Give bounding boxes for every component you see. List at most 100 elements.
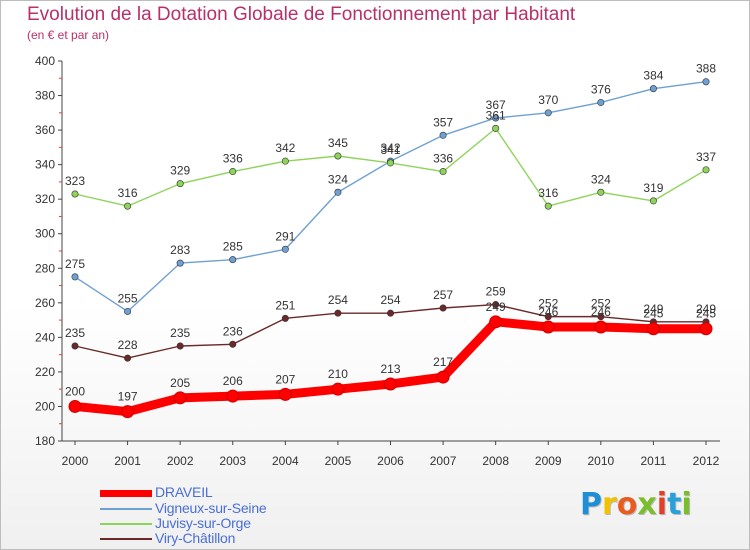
data-label: 367 bbox=[486, 98, 506, 112]
data-label: 319 bbox=[643, 181, 663, 195]
x-tick-label: 2004 bbox=[272, 454, 299, 468]
data-label: 228 bbox=[118, 338, 138, 352]
data-label: 205 bbox=[170, 376, 190, 390]
data-point bbox=[281, 245, 289, 253]
data-label: 206 bbox=[223, 374, 243, 388]
y-tick-label: 200 bbox=[35, 399, 55, 413]
data-point bbox=[229, 256, 237, 264]
data-point bbox=[124, 307, 132, 315]
logo-letter: o bbox=[616, 487, 638, 522]
data-point bbox=[334, 188, 342, 196]
y-tick-label: 180 bbox=[35, 434, 55, 448]
data-point bbox=[597, 188, 605, 196]
data-point bbox=[492, 114, 500, 122]
data-label: 316 bbox=[538, 186, 558, 200]
data-point bbox=[124, 202, 132, 210]
data-label: 370 bbox=[538, 93, 558, 107]
data-point bbox=[71, 273, 79, 281]
data-label: 283 bbox=[170, 243, 190, 257]
data-point bbox=[384, 377, 397, 391]
data-point bbox=[702, 166, 710, 174]
logo-letter: t bbox=[667, 487, 682, 522]
data-point bbox=[176, 259, 184, 267]
legend-swatch-draveil bbox=[100, 490, 152, 497]
y-tick-label: 260 bbox=[35, 296, 55, 310]
data-label: 200 bbox=[65, 384, 85, 398]
data-point bbox=[649, 85, 657, 93]
data-label: 236 bbox=[223, 324, 243, 338]
x-tick-label: 2011 bbox=[641, 454, 667, 468]
data-point bbox=[226, 389, 240, 403]
data-point bbox=[278, 387, 292, 401]
data-point bbox=[544, 313, 552, 321]
legend-swatch-vigneux bbox=[100, 508, 152, 510]
data-point bbox=[386, 309, 394, 317]
data-label: 285 bbox=[223, 240, 243, 254]
data-label: 235 bbox=[65, 326, 85, 340]
x-tick-label: 2003 bbox=[219, 454, 246, 468]
data-point bbox=[334, 152, 342, 160]
legend-swatch-juvisy bbox=[100, 523, 152, 525]
data-label: 388 bbox=[696, 62, 716, 76]
data-label: 249 bbox=[486, 300, 506, 314]
data-label: 254 bbox=[380, 293, 400, 307]
data-point bbox=[699, 322, 713, 336]
y-tick-label: 280 bbox=[35, 261, 55, 275]
data-point bbox=[646, 322, 660, 336]
data-point bbox=[439, 304, 447, 312]
data-point bbox=[702, 78, 710, 86]
data-label: 210 bbox=[328, 367, 348, 381]
data-point bbox=[492, 301, 500, 309]
data-label: 376 bbox=[591, 82, 611, 96]
data-point bbox=[71, 190, 79, 198]
data-point bbox=[544, 202, 552, 210]
chart-subtitle: (en € et par an) bbox=[27, 28, 110, 42]
legend-label-vigneux: Vigneux-sur-Seine bbox=[155, 500, 267, 516]
y-tick-label: 380 bbox=[35, 89, 55, 103]
data-label: 329 bbox=[170, 164, 190, 178]
y-tick-label: 320 bbox=[35, 192, 55, 206]
data-label: 252 bbox=[591, 297, 611, 311]
data-point bbox=[229, 168, 237, 176]
data-label: 254 bbox=[328, 293, 348, 307]
data-point bbox=[71, 342, 79, 350]
data-point bbox=[281, 314, 289, 322]
data-point bbox=[386, 159, 394, 167]
x-tick-label: 2012 bbox=[693, 454, 720, 468]
legend-label-viry: Viry-Châtillon bbox=[155, 530, 236, 546]
data-label: 316 bbox=[118, 186, 138, 200]
data-label: 336 bbox=[223, 152, 243, 166]
x-tick-label: 2009 bbox=[535, 454, 562, 468]
data-label: 341 bbox=[380, 143, 400, 157]
data-point bbox=[492, 124, 500, 132]
data-label: 213 bbox=[380, 362, 400, 376]
data-label: 342 bbox=[275, 141, 295, 155]
data-label: 217 bbox=[433, 355, 453, 369]
data-point bbox=[489, 315, 503, 329]
data-point bbox=[439, 131, 447, 139]
y-tick-label: 360 bbox=[35, 123, 55, 137]
y-tick-label: 340 bbox=[35, 158, 55, 172]
logo-letter: x bbox=[637, 487, 657, 522]
x-tick-label: 2005 bbox=[325, 454, 352, 468]
data-label: 361 bbox=[486, 108, 506, 122]
data-point bbox=[176, 180, 184, 188]
data-point bbox=[121, 405, 135, 419]
data-label: 255 bbox=[118, 291, 138, 305]
series-line-series bbox=[74, 81, 707, 313]
data-point bbox=[436, 370, 450, 384]
data-point bbox=[334, 309, 342, 317]
data-label: 357 bbox=[433, 115, 453, 129]
data-label: 235 bbox=[170, 326, 190, 340]
logo-letter: i bbox=[681, 487, 692, 522]
data-point bbox=[597, 98, 605, 106]
data-label: 342 bbox=[380, 141, 400, 155]
x-tick-label: 2000 bbox=[62, 454, 89, 468]
data-label: 384 bbox=[643, 69, 663, 83]
x-tick-label: 2002 bbox=[167, 454, 194, 468]
data-label: 257 bbox=[433, 288, 453, 302]
data-label: 249 bbox=[643, 302, 663, 316]
data-label: 275 bbox=[65, 257, 85, 271]
